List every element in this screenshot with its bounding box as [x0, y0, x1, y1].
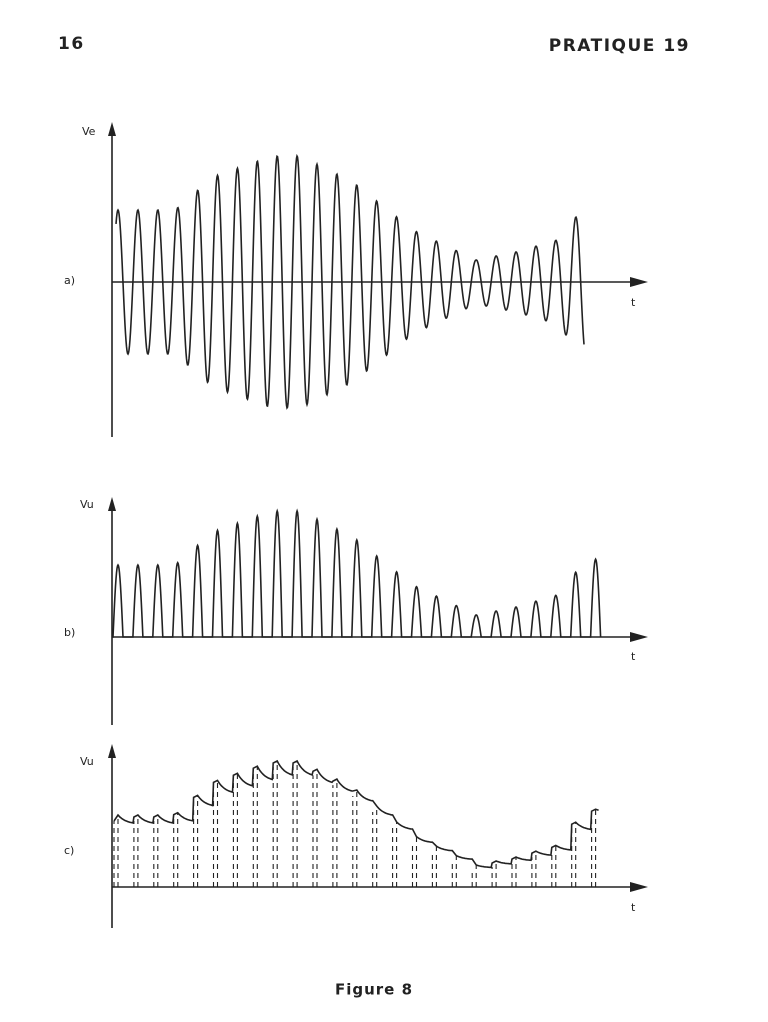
panel-a: Ve a) t — [64, 122, 648, 437]
panel-label: c) — [64, 844, 74, 857]
y-axis-label: Vu — [80, 755, 94, 768]
y-axis-label: Ve — [82, 125, 96, 138]
panel-label: a) — [64, 274, 75, 287]
arrow — [630, 882, 648, 892]
waveform — [115, 153, 585, 410]
x-axis-label: t — [631, 296, 636, 309]
panel-label: b) — [64, 626, 75, 639]
detected-envelope — [113, 759, 599, 869]
arrow — [108, 122, 116, 136]
y-axis-label: Vu — [80, 498, 94, 511]
page-number: 16 — [58, 34, 85, 54]
arrow — [108, 497, 116, 511]
figure-caption: Figure 8 — [335, 981, 413, 999]
rectified-pulses — [112, 508, 602, 638]
panel-b: Vu b) t — [64, 497, 648, 725]
arrow — [630, 632, 648, 642]
panel-c: Vu c) t — [64, 744, 648, 928]
running-title: PRATIQUE 19 — [549, 36, 690, 56]
x-axis-label: t — [631, 650, 636, 663]
x-axis-label: t — [631, 901, 636, 914]
pulse-dashes — [113, 761, 597, 887]
arrow — [108, 744, 116, 758]
arrow — [630, 277, 648, 287]
